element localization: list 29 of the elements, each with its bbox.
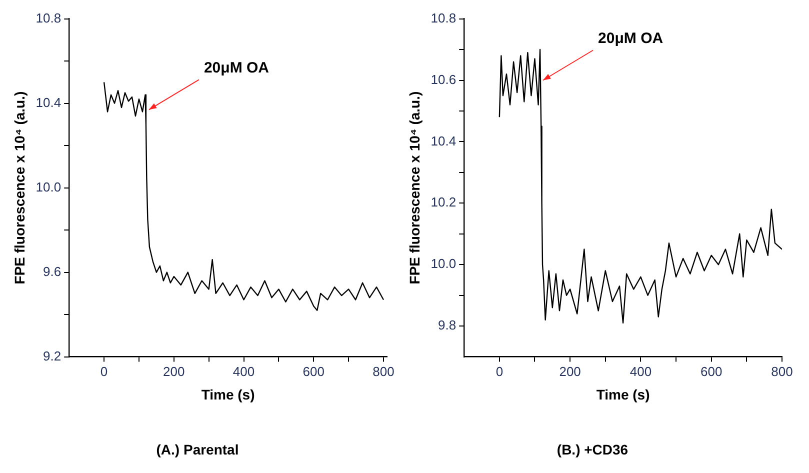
- y-tick-label: 10.8: [36, 10, 62, 26]
- x-tick-label: 600: [700, 364, 722, 380]
- y-tick-label: 9.2: [43, 348, 62, 364]
- y-axis-title: FPE fluorescence x 10⁴ (a.u.): [11, 91, 28, 284]
- x-tick-label: 800: [372, 364, 394, 380]
- x-tick-label: 800: [771, 364, 793, 380]
- y-tick-label: 10.4: [36, 94, 62, 110]
- y-tick-label: 10.0: [36, 179, 62, 194]
- y-tick-label: 9.8: [438, 318, 456, 333]
- text: (B.) +CD36: [556, 441, 628, 458]
- x-tick-label: 0: [496, 364, 504, 380]
- x-tick-label: 0: [100, 364, 108, 380]
- y-tick-label: 10.2: [430, 194, 456, 210]
- x-tick-label: 200: [559, 364, 581, 380]
- annotation: 20μM OA: [598, 30, 664, 47]
- y-tick-label: 10.8: [430, 10, 456, 26]
- y-tick-label: 10.6: [430, 72, 456, 87]
- y-tick-label: 10.0: [430, 256, 456, 272]
- annotation: 20μM OA: [204, 59, 270, 76]
- x-tick-label: 200: [163, 364, 185, 380]
- x-tick-label: 400: [630, 364, 652, 380]
- x-tick-label: 400: [232, 364, 255, 380]
- x-tick-label: 600: [302, 364, 324, 380]
- y-tick-label: 9.6: [43, 264, 62, 279]
- x-axis-title: Time (s): [201, 386, 255, 403]
- y-tick-label: 10.4: [430, 133, 456, 148]
- x-axis-title: Time (s): [596, 386, 650, 403]
- y-axis-title: FPE fluorescence x 10⁴ (a.u.): [406, 91, 422, 284]
- text: (A.) Parental: [156, 441, 239, 458]
